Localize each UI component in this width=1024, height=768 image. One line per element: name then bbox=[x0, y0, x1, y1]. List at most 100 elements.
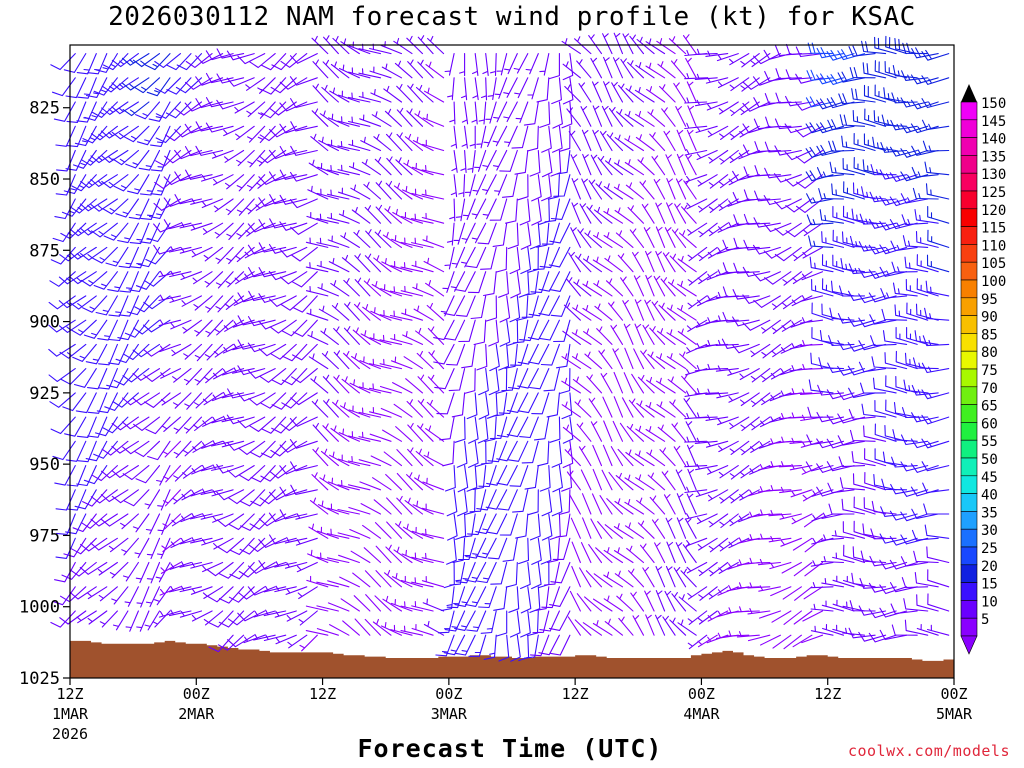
wind-barb bbox=[684, 518, 697, 539]
wind-barb bbox=[811, 279, 834, 297]
wind-barb bbox=[649, 132, 666, 152]
credit-link[interactable]: coolwx.com/models bbox=[847, 742, 1010, 760]
wind-barb bbox=[529, 513, 541, 541]
wind-barb bbox=[176, 53, 203, 71]
wind-barb bbox=[579, 203, 592, 224]
wind-barb bbox=[870, 164, 897, 176]
wind-barb bbox=[743, 213, 771, 225]
wind-barb bbox=[675, 178, 687, 200]
wind-barb bbox=[904, 619, 929, 636]
wind-barb bbox=[671, 228, 687, 248]
wind-barb bbox=[811, 489, 834, 497]
wind-barb bbox=[591, 81, 603, 103]
wind-barb bbox=[200, 488, 224, 495]
colorbar-segment bbox=[960, 422, 978, 441]
wind-barb bbox=[915, 231, 939, 248]
wind-barb bbox=[665, 154, 676, 176]
wind-barb bbox=[360, 503, 382, 515]
wind-barb bbox=[803, 586, 824, 600]
wind-barb bbox=[204, 343, 224, 361]
wind-barb bbox=[289, 439, 318, 449]
wind-barb bbox=[226, 246, 245, 265]
wind-barb bbox=[637, 157, 655, 176]
wind-barb bbox=[879, 559, 908, 570]
wind-barb bbox=[874, 36, 897, 55]
wind-barb bbox=[658, 302, 676, 321]
wind-barb bbox=[443, 295, 466, 316]
wind-barb bbox=[483, 125, 497, 148]
wind-barb bbox=[202, 416, 224, 427]
wind-barb bbox=[879, 195, 908, 206]
wind-barb bbox=[860, 550, 887, 564]
wind-barb bbox=[758, 610, 781, 619]
wind-barb bbox=[891, 92, 918, 104]
wind-barb bbox=[619, 422, 634, 442]
wind-barb bbox=[349, 528, 371, 539]
wind-barb bbox=[125, 149, 150, 169]
wind-barb bbox=[894, 304, 918, 321]
wind-barb bbox=[794, 586, 813, 601]
wind-barb bbox=[842, 627, 866, 636]
wind-barb bbox=[99, 610, 118, 628]
wind-barb bbox=[211, 489, 234, 497]
wind-barb bbox=[646, 376, 666, 394]
wind-barb bbox=[768, 461, 792, 468]
wind-barb bbox=[871, 356, 897, 370]
wind-barb bbox=[174, 149, 203, 160]
wind-barb bbox=[227, 634, 255, 648]
wind-barb bbox=[240, 513, 266, 531]
wind-barb bbox=[274, 585, 297, 593]
wind-barb bbox=[65, 513, 87, 535]
wind-barb bbox=[490, 53, 497, 77]
wind-barb bbox=[837, 71, 866, 83]
wind-barb bbox=[237, 53, 266, 65]
wind-barb bbox=[582, 153, 592, 176]
colorbar-label: 70 bbox=[981, 381, 998, 397]
wind-barb bbox=[214, 222, 234, 239]
wind-barb bbox=[144, 489, 161, 510]
wind-barb bbox=[551, 77, 562, 105]
x-tick-label: 2MAR bbox=[178, 705, 215, 723]
wind-barb bbox=[48, 319, 76, 333]
wind-barb bbox=[193, 295, 213, 311]
wind-barb bbox=[160, 368, 182, 379]
wind-barb bbox=[911, 508, 939, 519]
wind-barb bbox=[641, 203, 655, 224]
wind-barb bbox=[174, 194, 203, 205]
wind-barb bbox=[174, 125, 203, 138]
wind-barb bbox=[664, 590, 676, 612]
wind-barb bbox=[521, 295, 539, 318]
wind-barb bbox=[916, 278, 939, 297]
wind-barb bbox=[731, 343, 760, 354]
wind-barb bbox=[98, 343, 118, 366]
wind-barb bbox=[446, 537, 457, 565]
wind-barb bbox=[247, 342, 276, 353]
wind-barb bbox=[268, 270, 297, 281]
wind-barb bbox=[371, 280, 392, 297]
wind-barb bbox=[159, 343, 182, 353]
wind-barb bbox=[117, 222, 139, 244]
wind-barb bbox=[450, 174, 458, 198]
wind-barb bbox=[602, 444, 613, 467]
wind-barb bbox=[543, 368, 560, 392]
wind-barb bbox=[295, 513, 318, 520]
wind-barb bbox=[707, 246, 729, 259]
wind-barb bbox=[146, 537, 161, 560]
wind-barb bbox=[126, 295, 150, 316]
wind-barb bbox=[478, 392, 490, 420]
wind-barb bbox=[372, 477, 392, 491]
wind-barb bbox=[561, 465, 573, 492]
wind-barb bbox=[244, 246, 266, 259]
colorbar-label: 65 bbox=[981, 399, 998, 415]
wind-barb bbox=[864, 472, 887, 491]
wind-barb bbox=[179, 585, 203, 593]
wind-barb bbox=[582, 622, 603, 636]
wind-barb bbox=[881, 308, 908, 321]
wind-barb bbox=[635, 425, 655, 442]
wind-barb bbox=[222, 343, 245, 354]
wind-barb bbox=[705, 77, 729, 84]
wind-barb bbox=[411, 260, 434, 273]
colorbar-segment bbox=[960, 368, 978, 388]
wind-barb bbox=[568, 251, 581, 273]
wind-barb bbox=[694, 412, 718, 419]
